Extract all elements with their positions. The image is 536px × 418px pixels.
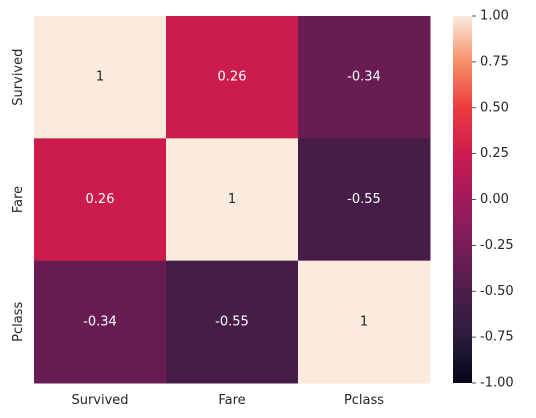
- cell-annotation-fare-fare: 1: [228, 192, 236, 207]
- heatmap-cell-pclass-pclass: [298, 260, 431, 384]
- colorbar-tick-label: -0.75: [480, 330, 514, 345]
- heatmap-cell-fare-survived: [34, 138, 167, 262]
- cell-annotation-pclass-pclass: 1: [360, 314, 368, 329]
- cell-annotation-pclass-fare: -0.55: [215, 314, 249, 329]
- x-axis-tick-labels: Survived Fare Pclass: [71, 393, 384, 408]
- heatmap-annotations: 1 0.26 -0.34 0.26 1 -0.55 -0.34 -0.55 1: [83, 70, 381, 330]
- colorbar-tick-label: -0.50: [480, 284, 514, 299]
- y-tick-label-pclass: Pclass: [11, 302, 26, 342]
- heatmap-cells: [34, 16, 431, 384]
- heatmap-cell-survived-survived: [34, 16, 167, 139]
- heatmap-cell-pclass-fare: [166, 260, 299, 384]
- colorbar-tick-label: 0.00: [480, 192, 509, 207]
- colorbar-tick-label: 1.00: [480, 9, 509, 24]
- heatmap-cell-fare-pclass: [298, 138, 431, 262]
- heatmap-cell-pclass-survived: [34, 260, 167, 384]
- colorbar-tick-label: 0.25: [480, 146, 509, 161]
- y-axis-tick-labels: Survived Fare Pclass: [11, 49, 26, 342]
- cell-annotation-survived-survived: 1: [96, 70, 104, 85]
- colorbar-gradient: [453, 16, 472, 383]
- colorbar-tick-label: 0.75: [480, 54, 509, 69]
- y-tick-label-survived: Survived: [11, 49, 26, 106]
- x-tick-label-survived: Survived: [71, 393, 128, 408]
- heatmap-cell-survived-pclass: [298, 16, 431, 139]
- x-tick-label-pclass: Pclass: [344, 393, 384, 408]
- colorbar-tick-label: 0.50: [480, 100, 509, 115]
- x-tick-label-fare: Fare: [218, 393, 245, 408]
- cell-annotation-fare-survived: 0.26: [86, 192, 115, 207]
- colorbar: [453, 16, 472, 383]
- colorbar-tick-label: -1.00: [480, 376, 514, 391]
- cell-annotation-survived-pclass: -0.34: [347, 70, 381, 85]
- cell-annotation-pclass-survived: -0.34: [83, 314, 117, 329]
- colorbar-tick-label: -0.25: [480, 238, 514, 253]
- y-tick-label-fare: Fare: [11, 186, 26, 213]
- colorbar-tick-labels: 1.00 0.75 0.50 0.25 0.00 -0.25 -0.50 -0.75 -1.00: [472, 9, 514, 391]
- cell-annotation-fare-pclass: -0.55: [347, 192, 381, 207]
- cell-annotation-survived-fare: 0.26: [218, 70, 247, 85]
- heatmap-cell-survived-fare: [166, 16, 299, 139]
- heatmap-cell-fare-fare: [166, 138, 299, 262]
